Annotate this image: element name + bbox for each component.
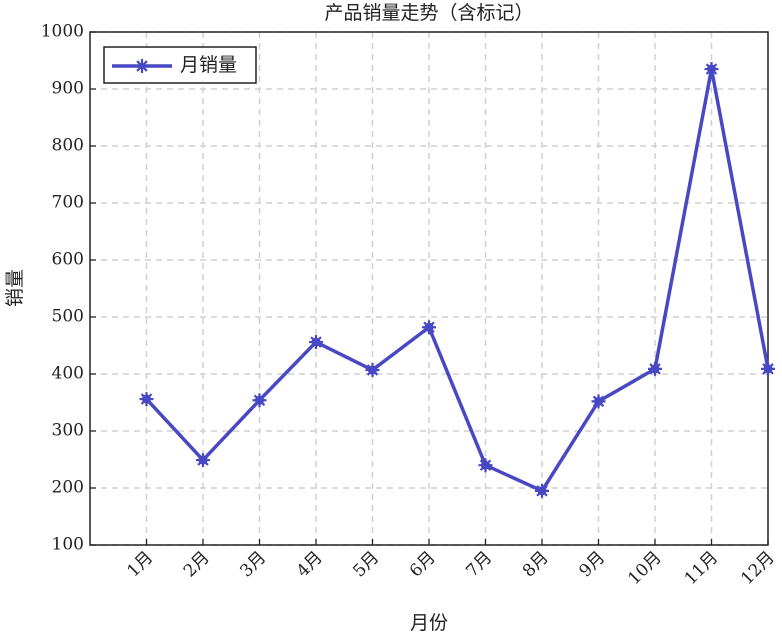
x-tick-label: 10月 [624,548,665,589]
x-axis-label: 月份 [410,612,448,634]
marker-star [196,453,210,468]
x-tick-label: 2月 [180,548,214,582]
marker-star [591,394,606,409]
x-tick-label: 3月 [236,548,270,582]
x-tick-label: 4月 [293,548,327,582]
marker-star [648,361,662,376]
y-tick-label: 600 [52,250,84,270]
marker-star [704,62,719,77]
marker-star [309,335,323,350]
x-tick-label: 6月 [406,548,440,582]
marker-star [478,458,493,473]
plot-frame [89,31,769,546]
legend-label: 月销量 [180,54,237,76]
y-tick-label: 300 [52,421,84,441]
x-tick-label: 1月 [123,548,157,582]
y-axis-label: 销量 [4,269,26,307]
marker-star [761,361,775,376]
x-tick-label: 7月 [462,548,496,582]
chart-title: 产品销量走势（含标记） [324,2,533,24]
marker-star [535,483,549,498]
y-tick-label: 900 [52,79,84,99]
y-tick-label: 400 [52,364,84,384]
x-tick-label: 11月 [681,548,722,589]
y-tick-label: 100 [52,535,84,555]
line [145,67,770,493]
x-tick-label: 5月 [349,548,383,582]
y-tick-label: 700 [52,193,84,213]
marker-star [252,393,267,408]
x-tick-label: 9月 [575,548,609,582]
marker-star [422,320,436,335]
y-tick-label: 200 [52,478,84,498]
marker-star [139,392,154,407]
y-tick-label: 800 [52,136,84,156]
y-tick-label: 1000 [41,22,84,42]
legend-marker [135,59,149,73]
marker-star [365,363,380,378]
x-tick-label: 12月 [737,548,778,589]
y-tick-label: 500 [52,307,84,327]
x-tick-label: 8月 [519,548,553,582]
